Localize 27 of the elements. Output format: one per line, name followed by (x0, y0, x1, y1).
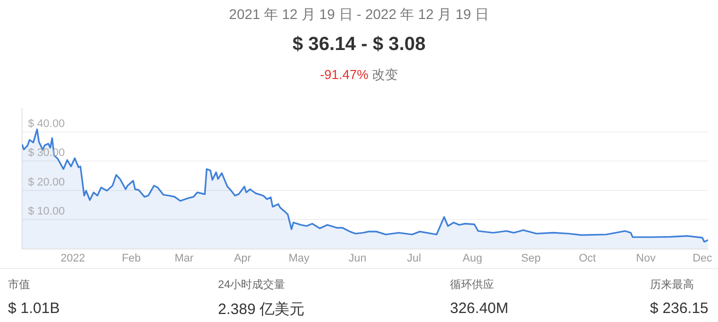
y-tick-label: $ 20.00 (28, 176, 65, 188)
x-tick-label: Feb (122, 252, 141, 264)
text: 326.40M (450, 300, 508, 317)
text: 2.389 亿美元 (218, 300, 305, 319)
x-tick-label: May (288, 252, 310, 264)
chart-title: 2021 年 12 月 19 日 - 2022 年 12 月 19 日 (228, 6, 490, 24)
text: $ 236.15 (650, 300, 708, 317)
x-tick-label: Jul (406, 252, 422, 264)
x-tick-label: Jun (348, 252, 366, 264)
chart-subtitle: $ 36.14 - $ 3.08 (291, 34, 427, 56)
text: 改变 (371, 67, 398, 82)
text: $ 1.01B (8, 300, 60, 317)
x-tick-label: Aug (462, 252, 482, 264)
text: 市值 (8, 278, 31, 292)
x-tick-label: Oct (578, 252, 596, 264)
x-tick-label: Sep (521, 252, 541, 264)
text: 循环供应 (450, 278, 495, 292)
y-tick-label: $ 40.00 (28, 118, 65, 130)
x-tick-label: Dec (692, 252, 713, 264)
x-tick-label: 2022 (60, 252, 86, 264)
text: 24小时成交量 (218, 278, 286, 292)
text: -91.47% (320, 67, 368, 82)
x-tick-label: Mar (174, 252, 194, 264)
y-tick-label: $ 10.00 (28, 206, 65, 218)
x-tick-label: Nov (636, 252, 656, 264)
x-tick-label: Apr (234, 252, 252, 264)
text: 历来最高 (650, 278, 695, 292)
